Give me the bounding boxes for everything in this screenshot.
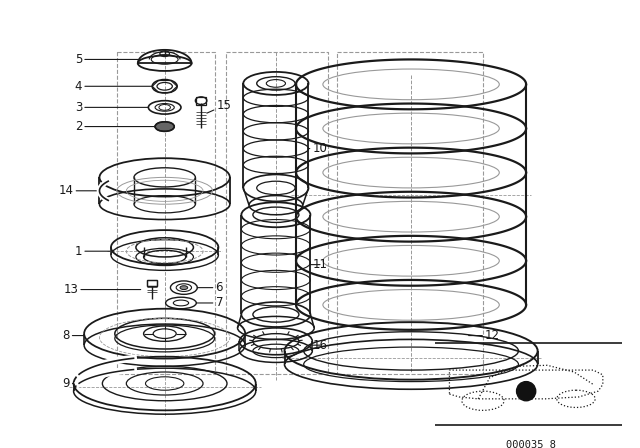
Ellipse shape — [155, 122, 174, 131]
Text: 5: 5 — [75, 53, 138, 66]
Text: 12: 12 — [468, 329, 500, 342]
Text: 16: 16 — [312, 339, 328, 352]
Text: 8: 8 — [62, 329, 84, 342]
Bar — [147, 280, 157, 286]
Ellipse shape — [180, 286, 188, 289]
Text: 10: 10 — [308, 142, 328, 155]
Text: 6: 6 — [197, 281, 223, 294]
Text: 13: 13 — [63, 283, 141, 296]
Text: 000035 8: 000035 8 — [506, 440, 556, 448]
Text: 2: 2 — [75, 120, 155, 133]
Bar — [196, 97, 206, 104]
Text: 9: 9 — [62, 377, 74, 390]
Text: 1: 1 — [75, 245, 110, 258]
Text: 4: 4 — [75, 80, 152, 93]
Text: 15: 15 — [207, 99, 232, 113]
Text: 3: 3 — [75, 101, 148, 114]
Circle shape — [516, 382, 536, 401]
Text: 11: 11 — [310, 258, 328, 271]
Text: 7: 7 — [196, 297, 223, 310]
Bar — [147, 280, 157, 286]
Text: 14: 14 — [58, 184, 99, 197]
